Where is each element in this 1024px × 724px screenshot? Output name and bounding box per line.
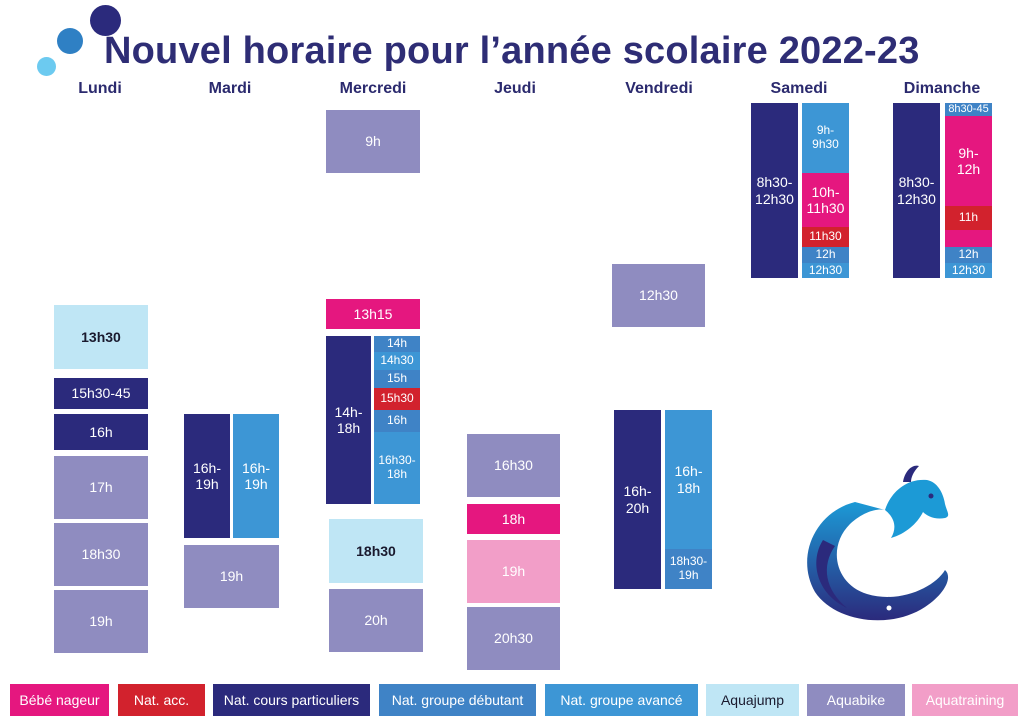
session-particuliers: 8h30- 12h30 bbox=[893, 103, 940, 278]
session-aquabike: 20h bbox=[329, 589, 423, 652]
session-aquabike: 19h bbox=[184, 545, 279, 608]
session-aquabike: 16h30 bbox=[467, 434, 560, 497]
session-aquabike: 12h30 bbox=[612, 264, 705, 327]
legend-aquatraining: Aquatraining bbox=[912, 684, 1018, 716]
day-mardi: Mardi bbox=[208, 80, 252, 97]
session-aquabike: 18h30 bbox=[54, 523, 148, 586]
session-groupe-debutant: 14h bbox=[374, 336, 420, 352]
decor-bubble-medium bbox=[57, 28, 83, 54]
legend-groupe-avance: Nat. groupe avancé bbox=[545, 684, 698, 716]
session-aquabike: 17h bbox=[54, 456, 148, 519]
day-jeudi: Jeudi bbox=[494, 80, 536, 97]
session-bebe-nageur-suite bbox=[945, 230, 992, 247]
legend-groupe-debutant: Nat. groupe débutant bbox=[379, 684, 536, 716]
session-natation-accompagnee: 11h bbox=[945, 206, 992, 230]
session-groupe-debutant: 15h bbox=[374, 370, 420, 388]
day-vendredi: Vendredi bbox=[625, 80, 693, 97]
session-aquajump: 18h30 bbox=[329, 519, 423, 583]
legend-cours-particuliers: Nat. cours particuliers bbox=[213, 684, 370, 716]
day-samedi: Samedi bbox=[770, 80, 828, 97]
session-bebe-nageur: 9h- 12h bbox=[945, 116, 992, 206]
session-groupe-debutant: 12h bbox=[802, 247, 849, 263]
dolphin-logo-icon bbox=[807, 465, 949, 621]
session-groupe-avance: 12h30 bbox=[945, 263, 992, 278]
session-groupe-avance: 9h- 9h30 bbox=[802, 103, 849, 173]
session-groupe-avance: 12h30 bbox=[802, 263, 849, 278]
session-particuliers: 15h30-45 bbox=[54, 378, 148, 409]
session-groupe-avance: 16h30- 18h bbox=[374, 432, 420, 504]
session-groupe-debutant: 18h30- 19h bbox=[665, 549, 712, 589]
session-groupe-avance: 14h30 bbox=[374, 352, 420, 370]
day-dimanche: Dimanche bbox=[903, 80, 981, 97]
session-natation-accompagnee: 15h30 bbox=[374, 388, 420, 410]
session-particuliers: 16h- 20h bbox=[614, 410, 661, 589]
session-bebe-nageur: 13h15 bbox=[326, 299, 420, 329]
session-bebe-nageur: 18h bbox=[467, 504, 560, 534]
session-groupe-debutant: 12h bbox=[945, 247, 992, 263]
decor-bubble-large bbox=[90, 5, 121, 36]
page-title: Nouvel horaire pour l’année scolaire 202… bbox=[104, 30, 920, 72]
session-particuliers: 14h- 18h bbox=[326, 336, 371, 504]
session-aquabike: 9h bbox=[326, 110, 420, 173]
session-groupe-debutant: 16h bbox=[374, 410, 420, 432]
session-aquatraining: 19h bbox=[467, 540, 560, 603]
session-particuliers: 8h30- 12h30 bbox=[751, 103, 798, 278]
session-groupe-avance: 16h- 18h bbox=[665, 410, 712, 549]
legend-aquabike: Aquabike bbox=[807, 684, 905, 716]
session-aquajump: 13h30 bbox=[54, 305, 148, 369]
decor-bubble-small bbox=[37, 57, 56, 76]
session-bebe-nageur: 10h- 11h30 bbox=[802, 173, 849, 227]
session-particuliers: 16h bbox=[54, 414, 148, 450]
session-aquabike: 19h bbox=[54, 590, 148, 653]
session-natation-accompagnee: 11h30 bbox=[802, 227, 849, 247]
session-groupe-avance: 16h- 19h bbox=[233, 414, 279, 538]
legend-bebe-nageur: Bébé nageur bbox=[10, 684, 109, 716]
session-aquabike: 20h30 bbox=[467, 607, 560, 670]
day-mercredi: Mercredi bbox=[339, 80, 407, 97]
session-groupe-debutant: 8h30-45 bbox=[945, 103, 992, 116]
legend-natation-accompagnee: Nat. acc. bbox=[118, 684, 205, 716]
legend-aquajump: Aquajump bbox=[706, 684, 799, 716]
session-particuliers: 16h- 19h bbox=[184, 414, 230, 538]
day-lundi: Lundi bbox=[78, 80, 122, 97]
